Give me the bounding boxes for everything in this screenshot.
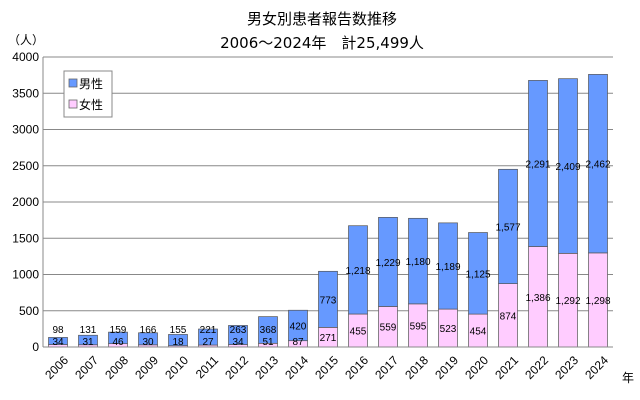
x-tick-label: 2015	[312, 353, 341, 382]
bar-male	[168, 334, 188, 347]
data-label-male: 2,409	[555, 162, 580, 173]
y-tick-label: 1500	[12, 231, 39, 245]
bar-male	[318, 270, 338, 328]
data-label-female: 1,298	[585, 296, 610, 307]
x-tick-label: 2009	[132, 353, 161, 382]
legend-swatch-male	[68, 78, 78, 88]
legend-label-female: 女性	[79, 97, 103, 112]
data-label-female: 559	[380, 323, 397, 334]
data-label-male: 1,189	[435, 262, 460, 273]
x-tick-label: 2016	[342, 353, 371, 382]
data-label-male: 1,229	[375, 258, 400, 269]
x-tick-label: 2012	[222, 353, 251, 382]
bar-male	[498, 168, 518, 284]
bar-male	[108, 331, 128, 345]
x-tick-label: 2018	[402, 353, 431, 382]
data-label-female: 1,386	[525, 293, 550, 304]
x-tick-label: 2007	[72, 353, 101, 382]
legend-swatch-female	[68, 99, 78, 109]
bar-male	[78, 334, 98, 346]
bar-male	[48, 337, 68, 345]
bar-male	[528, 80, 548, 247]
data-label-male: 1,577	[495, 222, 520, 233]
data-label-male: 166	[140, 325, 157, 336]
x-tick-label: 2017	[372, 353, 401, 382]
legend-label-male: 男性	[79, 77, 103, 91]
y-tick-label: 2500	[12, 159, 39, 173]
data-label-male: 263	[230, 325, 247, 336]
data-label-female: 271	[320, 333, 337, 344]
bar-male	[258, 316, 278, 344]
x-tick-label: 2023	[552, 353, 581, 382]
data-label-female: 34	[232, 337, 244, 348]
data-label-male: 131	[80, 325, 97, 336]
data-label-female: 31	[82, 337, 94, 348]
bar-male	[348, 225, 368, 315]
y-tick-label: 0	[32, 340, 39, 354]
data-label-female: 27	[202, 337, 214, 348]
x-axis-label: 年	[622, 371, 634, 385]
data-label-male: 368	[260, 325, 277, 336]
bar-male	[408, 217, 428, 305]
data-label-male: 155	[170, 325, 187, 336]
data-label-female: 454	[470, 327, 487, 338]
data-label-male: 98	[52, 325, 64, 336]
x-tick-label: 2020	[462, 353, 491, 382]
y-tick-label: 3000	[12, 123, 39, 137]
x-tick-label: 2011	[193, 353, 221, 381]
chart-subtitle: 2006～2024年 計25,499人	[220, 34, 424, 52]
y-axis-label: （人）	[8, 33, 44, 47]
data-label-male: 1,180	[405, 257, 430, 268]
bar-male	[438, 222, 458, 310]
data-label-female: 523	[440, 324, 457, 335]
data-label-male: 221	[200, 325, 217, 336]
x-tick-label: 2006	[42, 353, 71, 382]
bar-male	[468, 232, 488, 315]
legend: 男性 女性	[63, 70, 113, 118]
bar-male	[558, 78, 578, 254]
y-tick-label: 500	[19, 304, 39, 318]
x-tick-label: 2010	[162, 353, 191, 382]
chart-title: 男女別患者報告数推移	[247, 10, 397, 28]
data-label-male: 773	[320, 295, 337, 306]
data-label-male: 2,462	[585, 160, 610, 171]
data-label-female: 874	[500, 311, 517, 322]
x-tick-label: 2013	[252, 353, 281, 382]
bar-male	[228, 325, 248, 345]
y-tick-label: 1000	[12, 268, 39, 282]
bar-male	[138, 332, 158, 346]
data-label-male: 1,125	[465, 269, 490, 280]
bars	[48, 74, 608, 348]
bar-male	[198, 328, 218, 346]
data-label-female: 455	[350, 327, 367, 338]
data-label-female: 1,292	[555, 296, 580, 307]
y-tick-label: 3500	[12, 86, 39, 100]
data-label-female: 18	[172, 337, 184, 348]
data-label-female: 34	[52, 337, 64, 348]
gridlines	[43, 56, 613, 312]
x-tick-label: 2022	[522, 353, 551, 382]
data-labels: 3498311314615930166181552722134263513688…	[52, 159, 611, 348]
x-tick-label: 2024	[582, 353, 611, 382]
data-label-female: 87	[292, 337, 304, 348]
bar-male	[588, 74, 608, 254]
data-label-female: 595	[410, 321, 427, 332]
data-label-female: 46	[112, 337, 124, 348]
x-tick-label: 2014	[282, 353, 311, 382]
data-label-female: 51	[262, 337, 274, 348]
x-tick-label: 2008	[102, 353, 131, 382]
y-tick-label: 2000	[12, 195, 39, 209]
x-tick-label: 2019	[432, 353, 461, 382]
data-label-female: 30	[142, 337, 154, 348]
data-label-male: 1,218	[345, 266, 370, 277]
data-label-male: 420	[290, 321, 307, 332]
y-tick-label: 4000	[12, 50, 39, 64]
bar-male	[288, 309, 308, 342]
bar-male	[378, 217, 398, 307]
data-label-male: 2,291	[525, 159, 550, 170]
data-label-male: 159	[110, 325, 127, 336]
x-tick-label: 2021	[492, 353, 521, 382]
